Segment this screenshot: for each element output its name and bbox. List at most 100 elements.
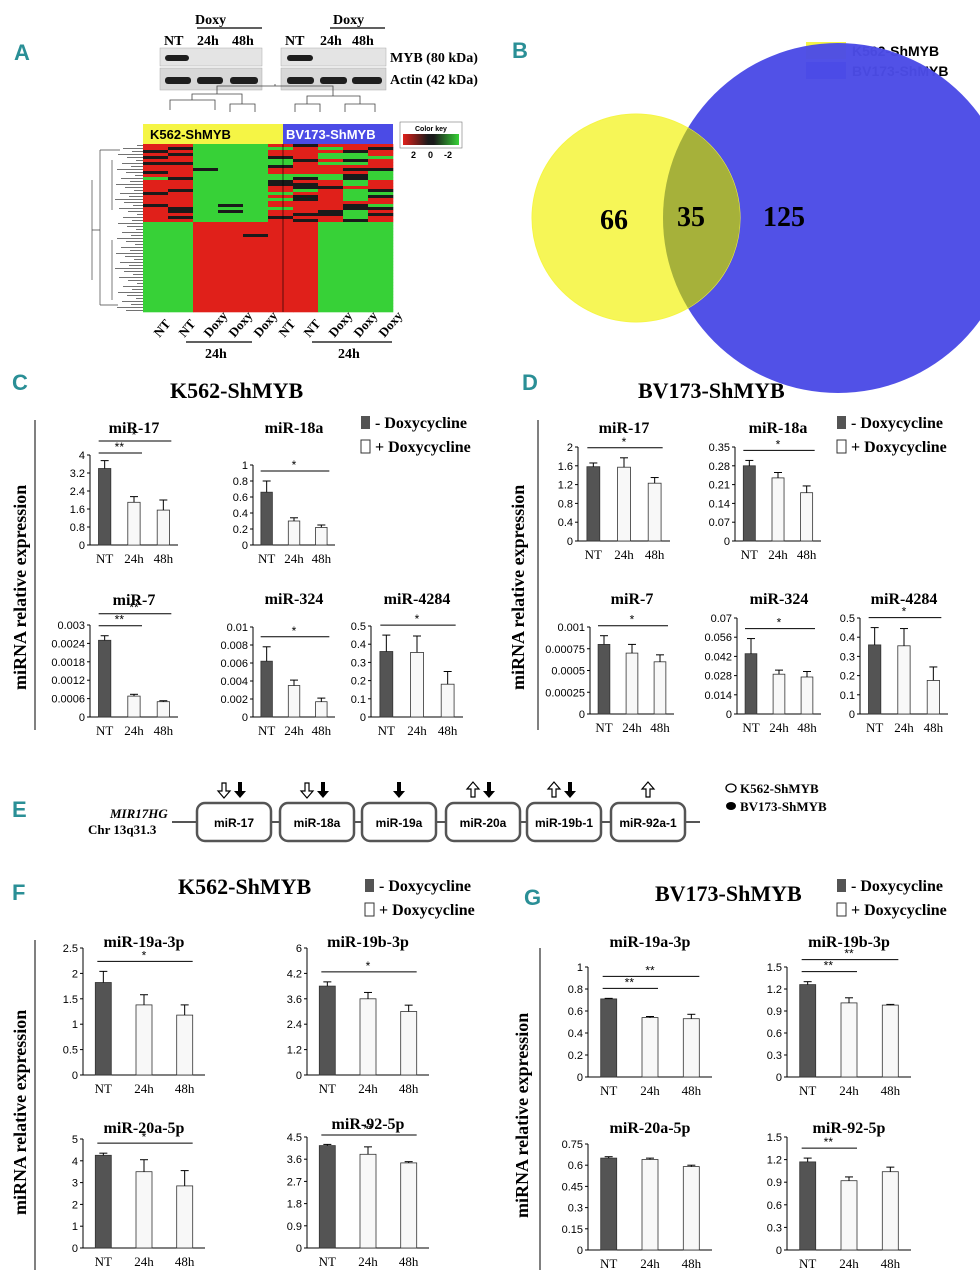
y-tick-label: 0.4 [840,632,855,644]
heatmap-cell [268,291,294,295]
heatmap-cell [243,240,269,244]
color-key-gradient [403,134,459,145]
y-tick-label: 0.006 [220,658,248,670]
heatmap-cell [368,282,394,286]
heatmap-cell [343,249,369,253]
heatmap-cell [218,216,244,220]
heatmap-cell [268,246,294,250]
chart-title: miR-17 [109,420,160,437]
heatmap-cell [368,216,394,220]
bar [94,982,112,1076]
heatmap-cell [143,291,169,295]
heatmap-cell [318,261,344,265]
heatmap-cell [293,189,319,193]
panel-label-b: B [512,38,528,63]
bar [400,1162,418,1249]
doxy-label-right: Doxy [333,13,364,28]
k562-group-header [143,124,283,144]
heatmap-cell [243,147,269,151]
y-tick-label: 4.2 [287,968,302,980]
doxy-label-left: Doxy [195,13,226,28]
heatmap-cell [168,189,194,193]
bar [260,491,273,546]
y-tick-label: 1.2 [767,1155,782,1167]
y-axis-label-g: miRNA relative expression [512,1013,532,1218]
heatmap-cell [243,267,269,271]
bar [94,1154,112,1249]
lane-label: NT [164,34,184,49]
y-tick-label: 0.9 [767,1177,782,1189]
heatmap-cell [143,168,169,172]
heatmap-cell [168,252,194,256]
heatmap-cell [218,222,244,226]
heatmap-cell [168,192,194,196]
chart-title: miR-20a-5p [610,1120,691,1137]
heatmap-cell [343,183,369,187]
y-tick-label: 6 [296,943,302,955]
chart-title: miR-19a-3p [610,934,691,951]
x-tick-label: NT [595,720,612,735]
heatmap-cell [268,264,294,268]
heatmap-cell [168,219,194,223]
heatmap-cell [318,159,344,163]
heatmap-cell [218,240,244,244]
heatmap-cell [368,261,394,265]
blot-band [165,77,191,84]
significance-marker: * [622,435,627,449]
heatmap-cell [168,168,194,172]
y-tick-label: 0.003 [57,620,85,632]
heatmap-column-label: Doxy [200,308,230,340]
heatmap-cell [343,189,369,193]
heatmap-cell [243,180,269,184]
legend-swatch-plus [836,902,847,917]
heatmap-cell [243,249,269,253]
heatmap-cell [343,195,369,199]
heatmap-cell [343,198,369,202]
heatmap-cell [243,255,269,259]
heatmap-cell [368,168,394,172]
heatmap-cell [243,192,269,196]
heatmap-cell [318,234,344,238]
heatmap-cell [168,144,194,148]
heatmap-cell [168,183,194,187]
heatmap-cell [368,288,394,292]
heatmap-cell [193,207,219,211]
heatmap-cell [218,213,244,217]
heatmap-cell [168,165,194,169]
mir-box-label: miR-20a [460,816,507,830]
y-tick-label: 0.3 [840,651,855,663]
heatmap-cell [168,276,194,280]
heatmap-cell [193,219,219,223]
heatmap-cell [143,159,169,163]
bar [682,1166,700,1251]
heatmap-cell [193,231,219,235]
heatmap-cell [268,150,294,154]
x-tick-label: NT [378,723,395,738]
y-tick-label: 0 [567,536,573,548]
heatmap-cell [143,210,169,214]
venn-diagram: K562-ShMYB BV173-ShMYB 66 35 125 [531,42,980,393]
heatmap-cell [168,279,194,283]
panel-label-c: C [12,370,28,395]
heatmap-cell [318,222,344,226]
y-tick-label: 0 [79,540,85,552]
bar [156,701,170,718]
bar [881,1004,899,1078]
significance-marker: ** [625,975,635,989]
x-tick-label: NT [799,1083,816,1098]
heatmap-cell [268,183,294,187]
heatmap-cell [293,171,319,175]
heatmap-cell [243,264,269,268]
heatmap-cell [218,162,244,166]
bar [318,985,336,1076]
heatmap-cell [193,264,219,268]
y-tick-label: 0 [577,1072,583,1084]
panel-label-g: G [524,885,541,910]
bar [98,468,112,546]
color-key-tick: 2 [411,150,416,160]
venn-count-overlap: 35 [677,202,705,233]
heatmap-cell [268,207,294,211]
heatmap-cell [318,279,344,283]
heatmap-cell [218,309,244,313]
